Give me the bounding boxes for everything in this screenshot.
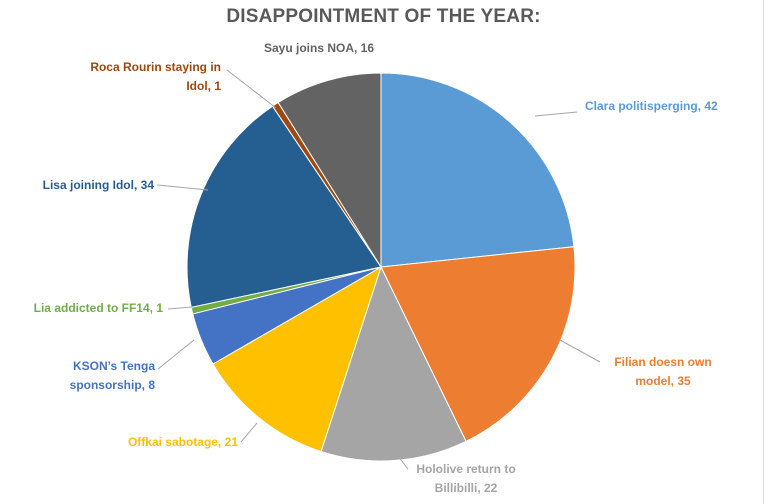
- data-label-kson-s-tenga-sponsorship: KSON’s Tenga sponsorship, 8: [70, 359, 156, 392]
- pie-slice-sayu-joins-noa: [277, 72, 382, 269]
- data-label-offkai-sabotage: Offkai sabotage, 21: [128, 435, 238, 449]
- leader-line-offkai-sabotage: [240, 422, 258, 443]
- data-label-sayu-joins-noa: Sayu joins NOA, 16: [264, 41, 374, 55]
- data-label-roca-rourin-staying-in-idol: Roca Rourin staying in Idol, 1: [90, 60, 221, 93]
- pie-slice-filian-doesn-own-model: [380, 246, 576, 443]
- data-label-filian-doesn-own-model: Filian doesn own model, 35: [614, 355, 711, 388]
- leader-line-roca-rourin-staying-in-idol: [226, 69, 277, 109]
- leader-line-filian-doesn-own-model: [559, 339, 601, 363]
- data-label-clara-politisperging: Clara politisperging, 42: [585, 99, 718, 113]
- pie-slice-hololive-return-to-billibilli: [320, 265, 467, 462]
- data-label-lia-addicted-to-ff14: Lia addicted to FF14, 1: [34, 301, 164, 315]
- pie-slice-lisa-joining-idol: [186, 105, 382, 308]
- frame-border: [763, 0, 764, 504]
- data-label-lisa-joining-idol: Lisa joining Idol, 34: [43, 178, 155, 192]
- leader-line-lisa-joining-idol: [156, 184, 209, 191]
- pie-slice-clara-politisperging: [380, 72, 575, 268]
- chart-title: DISAPPOINTMENT OF THE YEAR:: [226, 6, 541, 27]
- data-label-hololive-return-to-billibilli: Hololive return to Billibilli, 22: [416, 462, 515, 495]
- leader-line-lia-addicted-to-ff14: [167, 306, 193, 310]
- leader-line-clara-politisperging: [534, 111, 578, 117]
- leader-line-hololive-return-to-billibilli: [397, 455, 409, 470]
- leader-line-kson-s-tenga-sponsorship: [157, 339, 195, 370]
- pie-slice-offkai-sabotage: [212, 265, 382, 453]
